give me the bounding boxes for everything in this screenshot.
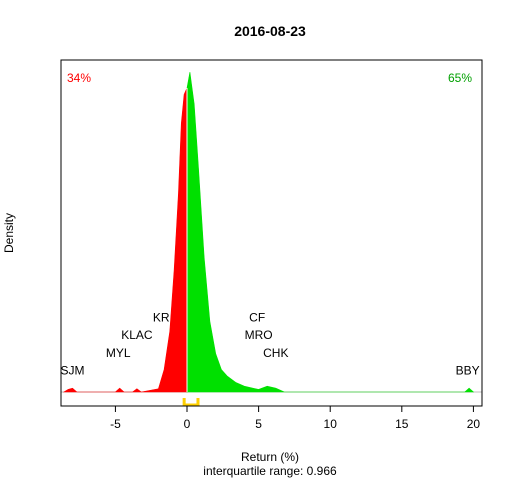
- density-area-negative: [62, 87, 188, 393]
- x-tick-label: 15: [395, 417, 409, 431]
- stock-label: KLAC: [121, 328, 153, 342]
- stock-label: MYL: [106, 346, 131, 360]
- x-axis-label: Return (%): [241, 450, 299, 464]
- plot-frame: [60, 59, 483, 407]
- percent-negative: 34%: [67, 71, 91, 85]
- x-tick-label: 10: [324, 417, 338, 431]
- y-axis-label: Density: [2, 213, 16, 253]
- x-tick-label: -5: [110, 417, 121, 431]
- stock-label: BBY: [456, 363, 480, 377]
- x-tick-label: 20: [467, 417, 481, 431]
- percent-positive: 65%: [448, 71, 472, 85]
- x-axis-subtitle: interquartile range: 0.966: [203, 464, 337, 478]
- chart-title: 2016-08-23: [234, 23, 306, 39]
- iqr-bracket: [182, 398, 200, 407]
- x-tick-label: 0: [184, 417, 191, 431]
- stock-label: CF: [249, 311, 265, 325]
- x-tick-label: 5: [255, 417, 262, 431]
- stock-label: SJM: [60, 363, 84, 377]
- stock-label: CHK: [263, 346, 288, 360]
- stock-label: KR: [153, 311, 170, 325]
- density-area-positive: [186, 71, 475, 393]
- stock-label: MRO: [245, 328, 273, 342]
